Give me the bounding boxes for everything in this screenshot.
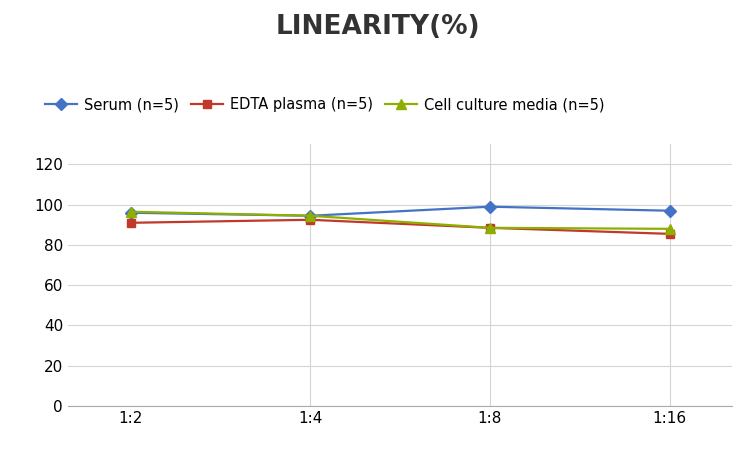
EDTA plasma (n=5)	[306, 217, 315, 222]
EDTA plasma (n=5)	[485, 225, 495, 230]
Line: Serum (n=5): Serum (n=5)	[127, 202, 673, 220]
Serum (n=5)	[665, 208, 674, 213]
Legend: Serum (n=5), EDTA plasma (n=5), Cell culture media (n=5): Serum (n=5), EDTA plasma (n=5), Cell cul…	[45, 97, 605, 112]
Cell culture media (n=5)	[126, 209, 135, 214]
EDTA plasma (n=5)	[665, 231, 674, 237]
Serum (n=5)	[485, 204, 495, 209]
Cell culture media (n=5)	[306, 213, 315, 218]
Cell culture media (n=5)	[485, 225, 495, 230]
Line: Cell culture media (n=5): Cell culture media (n=5)	[126, 207, 674, 234]
EDTA plasma (n=5)	[126, 220, 135, 226]
Cell culture media (n=5)	[665, 226, 674, 231]
Serum (n=5)	[126, 210, 135, 216]
Line: EDTA plasma (n=5): EDTA plasma (n=5)	[127, 216, 673, 238]
Serum (n=5)	[306, 213, 315, 218]
Text: LINEARITY(%): LINEARITY(%)	[275, 14, 480, 40]
